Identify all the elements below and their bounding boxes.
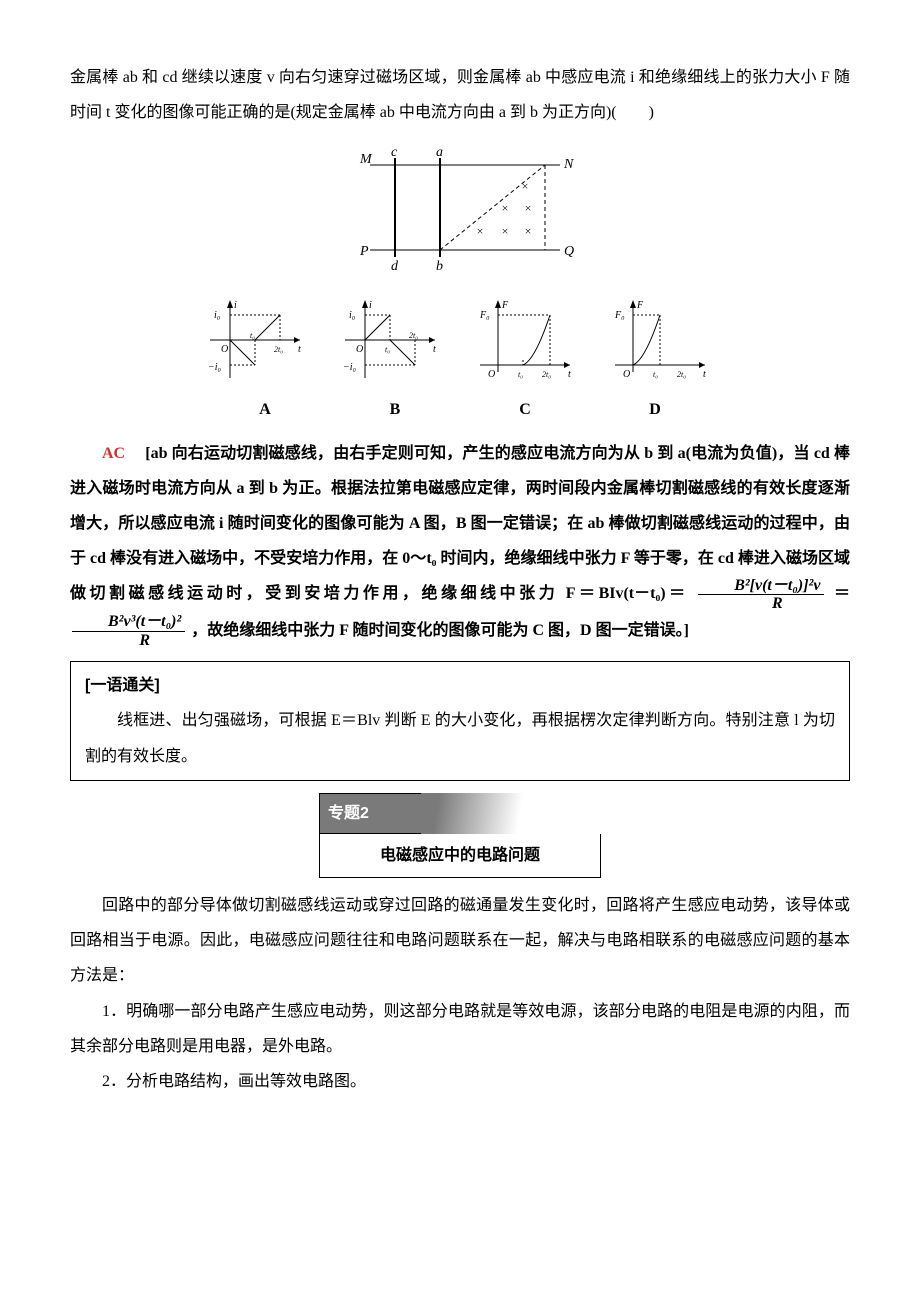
topic-tag: 专题2 <box>328 805 369 822</box>
fraction-1: B²[v(t－t₀)]²v R <box>698 577 824 613</box>
svg-text:t: t <box>703 369 706 380</box>
solution-paragraph: AC [ab 向右运动切割磁感线，由右手定则可知，产生的感应电流方向为从 b 到… <box>70 436 850 650</box>
option-graphs: i t O i₀ −i₀ t₀ 2t₀ i t O i₀ −i₀ t₀ 2t₀ <box>70 290 850 390</box>
svg-text:t: t <box>298 344 301 355</box>
option-label-C: C <box>460 392 590 427</box>
label-a: a <box>436 145 443 160</box>
svg-text:−i₀: −i₀ <box>343 362 357 373</box>
section-p3: 2．分析电路结构，画出等效电路图。 <box>70 1064 850 1099</box>
svg-text:×: × <box>525 224 532 238</box>
svg-text:2t₀: 2t₀ <box>542 370 551 379</box>
svg-text:t: t <box>568 369 571 380</box>
svg-text:i: i <box>234 300 237 311</box>
label-N: N <box>563 157 574 172</box>
svg-text:O: O <box>356 344 363 355</box>
frac2-num: B²v³(t－t₀)² <box>72 613 185 632</box>
svg-text:t: t <box>433 344 436 355</box>
label-M: M <box>359 152 373 167</box>
svg-text:O: O <box>623 369 630 380</box>
tip-box: [一语通关] 线框进、出匀强磁场，可根据 E＝Blv 判断 E 的大小变化，再根… <box>70 661 850 781</box>
equals-sign: ＝ <box>834 585 850 602</box>
svg-text:i₀: i₀ <box>214 310 221 321</box>
svg-text:i₀: i₀ <box>349 310 356 321</box>
svg-text:O: O <box>221 344 228 355</box>
frac2-den: R <box>72 632 185 650</box>
option-label-A: A <box>200 392 330 427</box>
label-c: c <box>391 145 398 160</box>
svg-text:F: F <box>636 300 644 311</box>
svg-text:i: i <box>369 300 372 311</box>
svg-text:−i₀: −i₀ <box>208 362 222 373</box>
label-P: P <box>359 244 369 259</box>
main-diagram: × × × × × × M N P Q a b c d <box>70 140 850 280</box>
svg-text:×: × <box>522 179 529 193</box>
svg-text:2t₀: 2t₀ <box>409 331 418 340</box>
topic-title: 电磁感应中的电路问题 <box>320 834 600 877</box>
svg-text:F₀: F₀ <box>614 310 625 321</box>
option-label-D: D <box>590 392 720 427</box>
fraction-2: B²v³(t－t₀)² R <box>72 613 185 649</box>
topic-header: 专题2 电磁感应中的电路问题 <box>70 793 850 878</box>
svg-text:t₀: t₀ <box>250 331 255 340</box>
svg-text:2t₀: 2t₀ <box>677 370 686 379</box>
svg-text:×: × <box>502 224 509 238</box>
svg-text:×: × <box>525 201 532 215</box>
section-p1: 回路中的部分导体做切割磁感线运动或穿过回路的磁通量发生变化时，回路将产生感应电动… <box>70 888 850 994</box>
svg-text:O: O <box>488 369 495 380</box>
section-p2: 1．明确哪一部分电路产生感应电动势，则这部分电路就是等效电源，该部分电路的电阻是… <box>70 994 850 1064</box>
svg-text:F₀: F₀ <box>479 310 490 321</box>
frac1-num: B²[v(t－t₀)]²v <box>698 577 824 596</box>
label-b: b <box>436 259 443 274</box>
frac1-den: R <box>698 595 824 613</box>
svg-text:F: F <box>501 300 509 311</box>
problem-text: 金属棒 ab 和 cd 继续以速度 v 向右匀速穿过磁场区域，则金属棒 ab 中… <box>70 60 850 130</box>
svg-text:×: × <box>477 224 484 238</box>
svg-text:t₀: t₀ <box>385 345 390 354</box>
answer-letters: AC <box>102 445 125 462</box>
svg-text:×: × <box>502 201 509 215</box>
svg-text:t₀: t₀ <box>653 370 658 379</box>
solution-text-2: ，故绝缘细线中张力 F 随时间变化的图像可能为 C 图，D 图一定错误。] <box>191 622 689 639</box>
option-label-B: B <box>330 392 460 427</box>
svg-text:2t₀: 2t₀ <box>274 345 283 354</box>
option-labels-row: A B C D <box>70 392 850 427</box>
tip-body: 线框进、出匀强磁场，可根据 E＝Blv 判断 E 的大小变化，再根据楞次定律判断… <box>85 703 835 773</box>
tip-heading: [一语通关] <box>85 668 835 703</box>
label-d: d <box>391 259 399 274</box>
svg-text:t₀: t₀ <box>518 370 523 379</box>
label-Q: Q <box>564 244 574 259</box>
